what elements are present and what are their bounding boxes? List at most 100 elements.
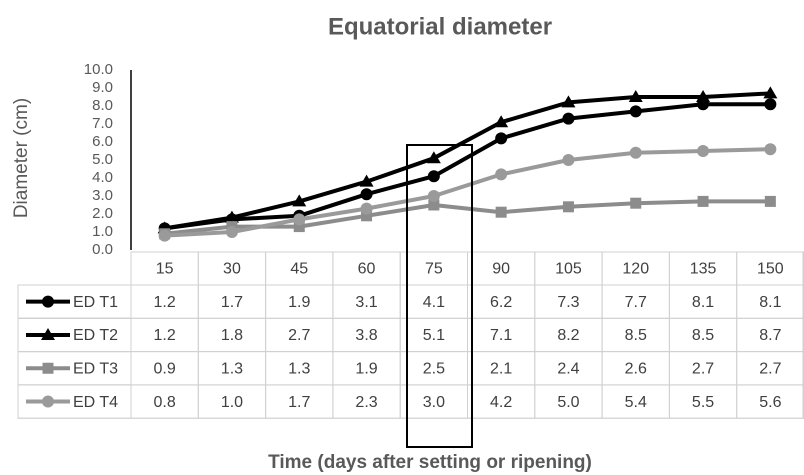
table-value: 2.6 [625,360,647,377]
x-tick-label: 135 [690,261,717,278]
table-cell [17,317,804,353]
table-value: 4.1 [423,294,445,311]
table-value: 2.1 [490,360,512,377]
marker [360,202,373,215]
y-tick-label: 8.0 [92,97,113,114]
y-axis-title: Diameter (cm) [11,98,32,218]
table-cell [17,384,804,419]
table-value: 5.5 [692,394,714,411]
marker [224,210,239,223]
legend-label: ED T1 [73,294,118,311]
table-value: 5.4 [625,394,647,411]
table-value: 1.9 [355,360,377,377]
marker [697,195,709,207]
marker [293,221,305,233]
y-tick-label: 2.0 [92,205,113,222]
x-tick-label: 105 [555,261,582,278]
marker [629,146,642,159]
marker [293,213,306,226]
marker [495,132,508,145]
table-value: 5.0 [557,394,579,411]
table-cell [17,284,804,319]
table-value: 1.3 [288,360,310,377]
table-cell [17,384,132,419]
series-line [164,147,771,238]
table-cell [17,351,804,386]
marker [630,197,642,209]
table-value: 0.8 [154,394,176,411]
y-tick-label: 7.0 [92,115,113,132]
table-value: 1.9 [288,294,310,311]
table-value: 3.8 [355,327,377,344]
y-tick-label: 1.0 [92,223,113,240]
y-tick-label: 0.0 [92,241,113,258]
y-tick-label: 9.0 [92,79,113,96]
x-axis-title: Time (days after setting or ripening) [268,452,592,473]
marker [562,112,575,125]
y-tick-label: 3.0 [92,187,113,204]
y-tick-label: 6.0 [92,133,113,150]
marker [697,145,710,157]
table-value: 8.5 [692,327,714,344]
y-tick-label: 10.0 [84,61,113,78]
marker [561,95,576,108]
marker [360,188,373,201]
table-value: 8.2 [557,327,579,344]
marker [763,86,778,99]
table-value: 1.8 [221,327,243,344]
legend-label: ED T4 [73,394,118,411]
table-value: 1.7 [288,394,310,411]
table-value: 2.7 [288,327,310,344]
marker [764,98,777,111]
table-value: 7.3 [557,294,579,311]
marker [696,90,711,102]
table-value: 3.1 [355,294,377,311]
marker [426,151,441,164]
table-value: 3.0 [423,394,445,411]
marker [562,154,575,166]
table-value: 2.3 [355,394,377,411]
table-value: 8.1 [759,294,781,311]
table-value: 1.7 [221,294,243,311]
marker [764,195,776,207]
x-tick-label: 60 [358,261,376,278]
marker [562,201,574,213]
y-tick-label: 4.0 [92,169,113,186]
x-tick-label: 30 [223,261,241,278]
marker [628,90,643,102]
marker [42,362,54,374]
table-value: 7.7 [625,294,647,311]
marker [764,143,777,156]
chart-title: Equatorial diameter [328,13,552,40]
x-tick-label: 90 [492,261,510,278]
marker [361,210,373,222]
y-tick-label: 5.0 [92,151,113,168]
marker [427,190,440,202]
table-value: 1.2 [154,294,176,311]
marker [494,115,509,128]
series-line [164,91,771,231]
marker [41,327,55,340]
table-value: 1.2 [154,327,176,344]
table-value: 8.1 [692,294,714,311]
legend-label: ED T3 [73,360,118,377]
x-tick-label: 150 [757,261,784,278]
table-value: 2.4 [557,360,579,377]
marker [42,295,54,308]
table-value: 5.1 [423,327,445,344]
marker [495,168,508,181]
table-value: 8.7 [759,327,781,344]
marker [359,174,374,187]
table-value: 7.1 [490,327,512,344]
table-value: 0.9 [154,360,176,377]
marker [225,226,238,238]
marker [292,194,307,207]
table-value: 4.2 [490,394,512,411]
table-value: 2.5 [423,360,445,377]
x-tick-label: 75 [425,261,443,278]
series-line [164,102,771,231]
table-value: 6.2 [490,294,512,311]
marker [42,395,54,408]
marker [158,229,171,242]
